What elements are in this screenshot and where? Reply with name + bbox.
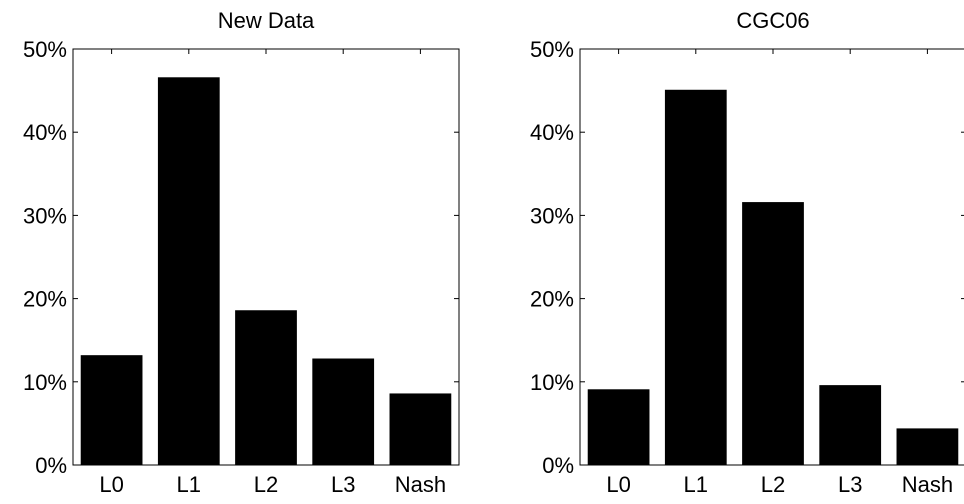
y-tick-label: 30% — [23, 203, 67, 228]
bar-l3 — [312, 358, 375, 465]
bar-l0 — [80, 355, 143, 465]
bar-l2 — [742, 202, 804, 465]
x-tick-label: Nash — [395, 472, 446, 497]
y-tick-label: 20% — [530, 287, 574, 312]
bar-l2 — [235, 310, 297, 465]
chart-title: New Data — [218, 8, 315, 33]
y-tick-label: 40% — [23, 120, 67, 145]
y-tick-label: 40% — [530, 120, 574, 145]
x-tick-label: L2 — [761, 472, 785, 497]
y-tick-label: 10% — [23, 370, 67, 395]
x-tick-label: L1 — [177, 472, 201, 497]
x-tick-label: Nash — [902, 472, 953, 497]
bar-l3 — [819, 385, 882, 465]
x-tick-label: L2 — [254, 472, 278, 497]
chart-title: CGC06 — [736, 8, 809, 33]
x-tick-label: L0 — [99, 472, 123, 497]
y-tick-label: 0% — [542, 453, 574, 478]
y-tick-label: 10% — [530, 370, 574, 395]
bars — [80, 77, 452, 466]
bar-nash — [389, 393, 452, 465]
y-axis: 0% 10% 20% 30% 40% 50% — [23, 37, 459, 478]
chart-cgc06: CGC06 0% 10% 20% 30% 40% 50% L0 L1 L2 L3 Nash — [530, 8, 964, 497]
x-tick-label: L3 — [331, 472, 355, 497]
bars — [587, 89, 959, 465]
y-tick-label: 50% — [23, 37, 67, 62]
chart-new-data: New Data 0% 10% 20% 30% 40% 50% L0 L1 L2 L3 Nash — [23, 8, 460, 497]
y-tick-label: 50% — [530, 37, 574, 62]
x-tick-label: L1 — [684, 472, 708, 497]
y-axis: 0% 10% 20% 30% 40% 50% — [530, 37, 964, 478]
bar-nash — [896, 428, 959, 465]
x-tick-label: L0 — [606, 472, 630, 497]
bar-l0 — [587, 389, 650, 465]
x-axis: L0 L1 L2 L3 Nash — [606, 49, 953, 497]
bar-l1 — [157, 77, 220, 466]
x-axis: L0 L1 L2 L3 Nash — [99, 49, 446, 497]
y-tick-label: 30% — [530, 203, 574, 228]
y-tick-label: 0% — [35, 453, 67, 478]
x-tick-label: L3 — [838, 472, 862, 497]
bar-l1 — [664, 89, 727, 465]
y-tick-label: 20% — [23, 287, 67, 312]
